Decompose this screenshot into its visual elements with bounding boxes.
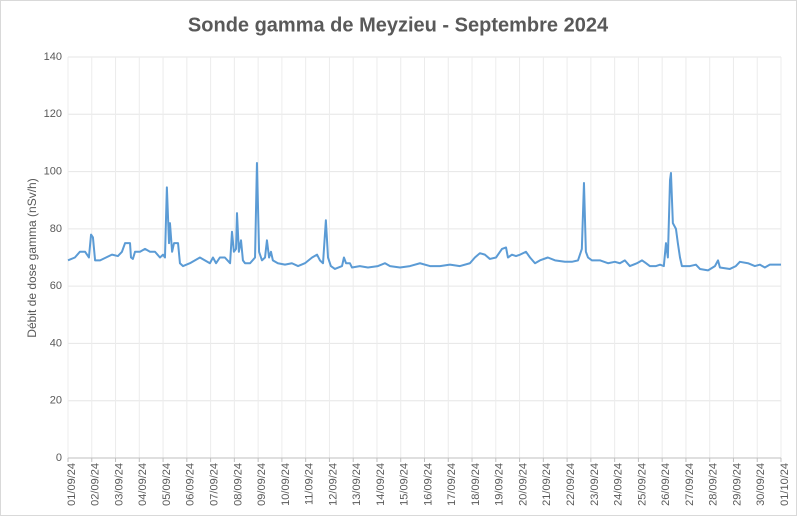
x-tick-label: 16/09/24 [422,463,434,506]
x-tick-label: 20/09/24 [517,463,529,506]
x-tick-label: 28/09/24 [708,463,720,506]
x-tick-label: 19/09/24 [494,463,506,506]
x-tick-label: 01/10/24 [779,463,791,506]
y-tick-label: 20 [50,395,62,407]
y-tick-label: 60 [50,280,62,292]
x-tick-label: 01/09/24 [66,463,78,506]
x-tick-label: 03/09/24 [113,463,125,506]
x-tick-label: 11/09/24 [304,463,316,505]
x-tick-label: 10/09/24 [280,463,292,506]
x-tick-label: 02/09/24 [90,463,102,506]
x-tick-label: 09/09/24 [256,463,268,506]
x-tick-label: 07/09/24 [209,463,221,506]
x-tick-label: 05/09/24 [161,463,173,506]
y-tick-label: 80 [50,223,62,235]
x-tick-label: 22/09/24 [565,463,577,506]
x-tick-label: 26/09/24 [660,463,672,506]
y-tick-label: 40 [50,337,62,349]
x-tick-label: 23/09/24 [589,463,601,506]
x-tick-label: 24/09/24 [613,463,625,506]
x-tick-label: 15/09/24 [399,463,411,506]
data-line [67,161,781,272]
x-tick-label: 29/09/24 [731,463,743,506]
x-tick-label: 27/09/24 [684,463,696,506]
x-tick-label: 13/09/24 [351,463,363,506]
y-axis-label: Débit de dose gamma (nSv/h) [25,178,39,337]
y-tick-label: 120 [44,108,62,120]
x-tick-label: 30/09/24 [755,463,767,506]
y-tick-label: 100 [44,165,62,177]
x-tick-label: 14/09/24 [375,463,387,506]
x-tick-label: 21/09/24 [541,463,553,506]
x-tick-label: 18/09/24 [470,463,482,506]
x-tick-label: 04/09/24 [137,463,149,506]
x-tick-label: 12/09/24 [327,463,339,506]
x-tick-label: 17/09/24 [446,463,458,506]
y-tick-label: 0 [56,452,62,464]
y-tick-label: 140 [44,51,62,63]
x-tick-label: 08/09/24 [232,463,244,506]
x-tick-label: 25/09/24 [636,463,648,506]
x-tick-label: 06/09/24 [185,463,197,506]
chart-title: Sonde gamma de Meyzieu - Septembre 2024 [188,14,609,36]
